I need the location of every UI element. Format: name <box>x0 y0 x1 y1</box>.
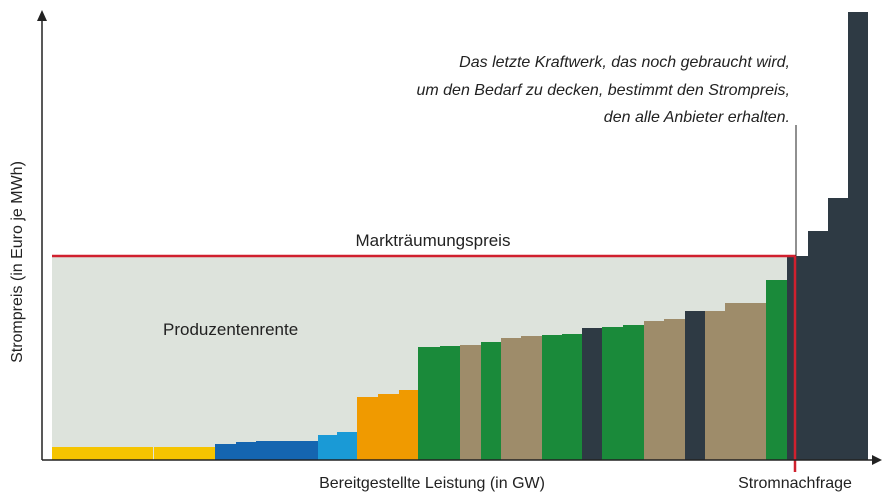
power-plant-bar <box>542 335 562 460</box>
power-plant-bar <box>481 342 501 460</box>
power-plant-bar <box>787 256 808 460</box>
power-plant-bar <box>236 442 256 460</box>
power-plant-bar <box>602 327 623 460</box>
power-plant-bar <box>154 447 215 460</box>
power-plant-bar <box>460 345 481 460</box>
power-plant-bar <box>725 303 766 460</box>
power-plant-bar <box>664 319 685 460</box>
annotation-line: Das letzte Kraftwerk, das noch gebraucht… <box>459 54 790 71</box>
x-axis-arrow <box>872 455 882 465</box>
power-plant-bar <box>582 328 602 460</box>
power-plant-bar <box>215 444 236 460</box>
surplus-label: Produzentenrente <box>163 320 298 339</box>
x-axis-label: Bereitgestellte Leistung (in GW) <box>319 475 545 492</box>
demand-label: Stromnachfrage <box>738 475 852 492</box>
price-label: Markträumungspreis <box>356 231 511 250</box>
power-plant-bar <box>685 311 705 460</box>
power-plant-bar <box>623 325 644 460</box>
power-plant-bar <box>318 435 337 460</box>
power-plant-bar <box>808 231 828 460</box>
power-plant-bar <box>521 336 542 460</box>
power-plant-bar <box>418 347 440 460</box>
annotation-line: um den Bedarf zu decken, bestimmt den St… <box>416 82 790 99</box>
power-plant-bar <box>256 441 318 460</box>
power-plant-bar <box>848 12 868 460</box>
power-plant-bar <box>337 432 357 460</box>
clearing-price-line <box>52 254 797 472</box>
power-plant-bar <box>644 321 664 460</box>
power-plant-bar <box>562 334 582 460</box>
power-plant-bar <box>828 198 848 460</box>
power-plant-bar <box>766 280 787 460</box>
power-plant-bar <box>52 447 153 460</box>
annotation-line: den alle Anbieter erhalten. <box>604 109 790 126</box>
y-axis-arrow <box>37 10 47 21</box>
power-plant-bar <box>440 346 460 460</box>
power-plant-bar <box>705 311 725 460</box>
power-plant-bar <box>357 397 378 460</box>
y-axis-label: Strompreis (in Euro je MWh) <box>9 161 26 363</box>
power-plant-bar <box>378 394 399 460</box>
power-plants <box>52 12 868 460</box>
power-plant-bar <box>399 390 418 460</box>
power-plant-bar <box>501 338 521 460</box>
